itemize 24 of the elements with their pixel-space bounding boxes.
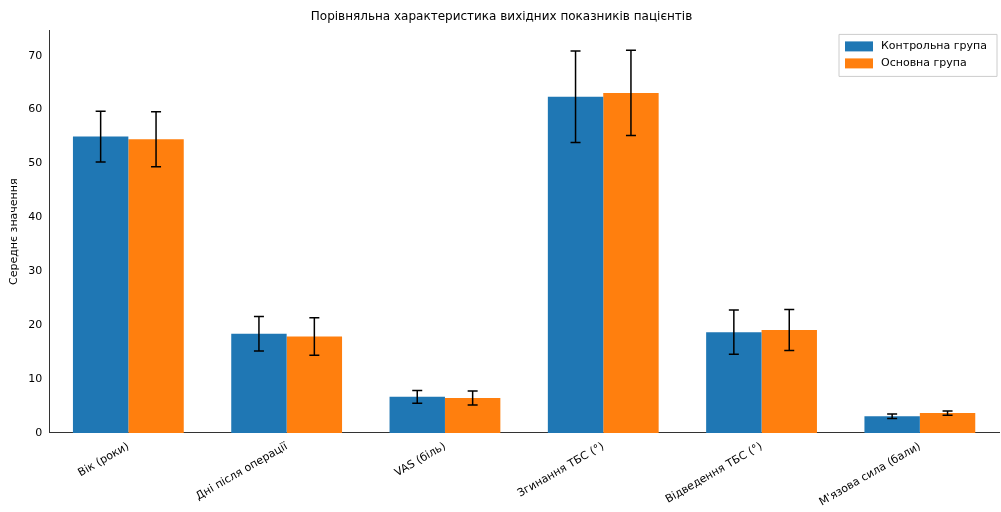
bar — [72, 136, 129, 433]
bar — [231, 333, 287, 433]
y-tick-label: 0 — [35, 425, 43, 439]
y-tick-label: 30 — [28, 264, 43, 278]
y-tick-label: 40 — [28, 210, 43, 224]
bar — [128, 139, 184, 433]
y-tick-label: 60 — [28, 102, 43, 116]
legend-label: Основна група — [881, 56, 967, 70]
bar — [761, 330, 817, 433]
bar — [919, 413, 976, 433]
y-tick-label: 20 — [28, 318, 43, 332]
bar — [706, 332, 762, 433]
y-tick-label: 70 — [28, 48, 43, 62]
bar — [547, 96, 604, 433]
bar — [864, 416, 920, 433]
y-tick-label: 50 — [28, 156, 43, 170]
bar — [389, 396, 445, 433]
bar — [286, 336, 343, 433]
bar — [444, 397, 501, 433]
legend-label: Контрольна група — [881, 39, 987, 53]
y-axis-title: Середнє значення — [7, 178, 21, 285]
bar — [603, 92, 659, 433]
chart-title: Порівняльна характеристика вихідних показників пацієнтів — [310, 9, 693, 24]
y-tick-label: 10 — [28, 371, 43, 385]
